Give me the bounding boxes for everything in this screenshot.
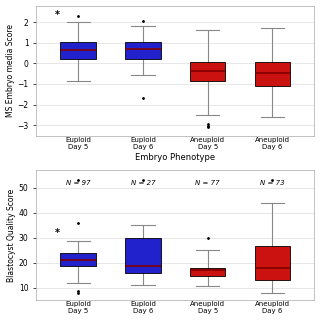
Bar <box>255 246 290 280</box>
Text: *: * <box>55 10 60 20</box>
Bar <box>190 62 226 81</box>
Y-axis label: Blastocyst Quality Score: Blastocyst Quality Score <box>7 188 16 282</box>
Text: N = 97: N = 97 <box>66 180 91 187</box>
Bar <box>255 62 290 86</box>
Text: N = 73: N = 73 <box>260 180 285 187</box>
Text: *: * <box>55 228 60 237</box>
Y-axis label: MS Embryo media Score: MS Embryo media Score <box>5 24 14 117</box>
Text: N = 77: N = 77 <box>196 180 220 187</box>
Text: N = 27: N = 27 <box>131 180 155 187</box>
Bar <box>60 252 96 266</box>
Bar <box>60 42 96 59</box>
Bar <box>190 268 226 276</box>
Bar <box>125 237 161 273</box>
X-axis label: Embryo Phenotype: Embryo Phenotype <box>135 153 215 162</box>
Bar <box>125 42 161 59</box>
